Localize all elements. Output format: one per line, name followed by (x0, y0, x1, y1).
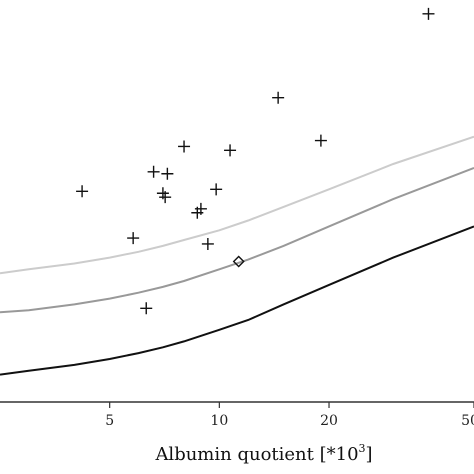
x-axis-title-superscript: 3 (359, 442, 366, 455)
reference-curves (0, 135, 474, 376)
plus-marker (422, 7, 435, 20)
x-tick-label: 20 (320, 413, 338, 429)
reference-curve-2 (0, 166, 474, 314)
x-tick-label: 5 (105, 413, 114, 429)
plus-marker (76, 185, 89, 198)
diamond-marker (232, 255, 245, 268)
plus-marker (314, 134, 327, 147)
data-points (76, 7, 435, 315)
reference-curve-1 (0, 135, 474, 275)
x-axis-title: Albumin quotient [*103] (154, 442, 372, 465)
x-axis-ticks: 5 10 20 50 (105, 402, 474, 429)
plus-marker (140, 302, 153, 315)
x-axis-title-main: Albumin quotient [*10 (154, 444, 358, 465)
plus-marker (127, 232, 140, 245)
plus-marker (194, 202, 207, 215)
x-axis-title-end: ] (366, 444, 373, 465)
plus-marker (161, 167, 174, 180)
plus-marker (147, 165, 160, 178)
plot-area (0, 7, 474, 376)
plus-marker (272, 91, 285, 104)
reference-curve-3 (0, 225, 474, 376)
plus-marker (178, 140, 191, 153)
plus-marker (201, 237, 214, 250)
x-tick-label: 10 (210, 413, 228, 429)
plus-marker (210, 183, 223, 196)
plus-marker (224, 144, 237, 157)
plus-marker (159, 191, 172, 204)
x-tick-label: 50 (461, 413, 474, 429)
